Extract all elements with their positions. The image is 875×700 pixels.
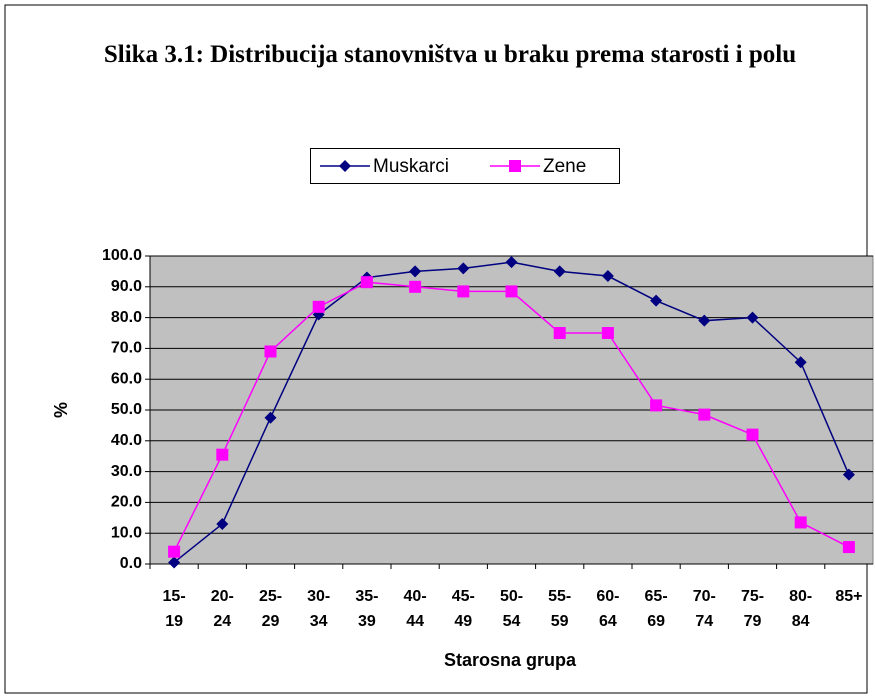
data-point <box>842 541 855 554</box>
data-point <box>794 516 807 529</box>
data-point <box>168 556 181 569</box>
y-axis-label: % <box>51 402 71 418</box>
y-tick-label: 100.0 <box>102 247 142 264</box>
data-point <box>457 285 470 298</box>
data-point <box>457 262 470 275</box>
data-point <box>553 327 566 339</box>
data-point <box>842 468 855 481</box>
legend-marker <box>509 160 521 172</box>
y-tick-label: 40.0 <box>111 432 142 449</box>
legend-marker <box>339 160 351 172</box>
x-tick-label: 15- 19 <box>162 588 186 630</box>
y-tick-label: 70.0 <box>111 340 142 357</box>
legend-label: Muskarci <box>373 156 449 177</box>
data-point <box>601 327 614 339</box>
legend-svg: Muskarci Zene <box>320 156 586 177</box>
data-point <box>553 265 566 278</box>
data-point <box>216 517 229 530</box>
data-point <box>409 280 422 293</box>
data-point <box>360 276 373 289</box>
data-point <box>505 256 518 269</box>
data-point <box>746 428 759 441</box>
x-tick-label: 65- 69 <box>644 588 668 630</box>
x-tick-label: 40- 44 <box>403 588 427 630</box>
chart-title: Slika 3.1: Distribucija stanovništva u b… <box>103 41 797 68</box>
data-point <box>601 270 614 283</box>
x-axis-label: Starosna grupa <box>443 650 577 670</box>
data-point <box>409 265 422 278</box>
data-point <box>698 314 711 327</box>
data-point <box>312 300 325 313</box>
x-tick-label: 30- 34 <box>307 588 331 630</box>
y-tick-label: 80.0 <box>111 309 142 326</box>
y-tick-label: 30.0 <box>111 463 142 480</box>
x-tick-label: 70- 74 <box>692 588 716 630</box>
data-point <box>698 408 711 421</box>
data-point <box>168 545 181 558</box>
x-tick-label: 85+ <box>835 588 863 605</box>
data-point <box>216 448 229 461</box>
y-tick-label: 50.0 <box>111 401 142 418</box>
y-tick-label: 90.0 <box>111 278 142 295</box>
x-tick-label: 75- 79 <box>740 588 765 630</box>
data-point <box>650 399 663 412</box>
data-point <box>264 345 277 358</box>
data-point <box>746 311 759 324</box>
data-point <box>650 294 663 307</box>
x-tick-label: 50- 54 <box>499 588 524 630</box>
data-point <box>264 411 277 424</box>
y-tick-label: 0.0 <box>120 555 142 572</box>
y-tick-label: 60.0 <box>111 370 142 387</box>
x-tick-label: 60- 64 <box>596 588 620 630</box>
x-tick-label: 45- 49 <box>451 588 475 630</box>
x-tick-label: 20- 24 <box>210 588 234 630</box>
x-tick-label: 80- 84 <box>789 588 813 630</box>
data-point <box>794 356 807 369</box>
y-tick-label: 10.0 <box>111 524 142 541</box>
x-tick-label: 55- 59 <box>548 588 572 630</box>
x-tick-label: 25- 29 <box>258 588 283 630</box>
y-tick-label: 20.0 <box>111 494 142 511</box>
x-tick-label: 35- 39 <box>355 588 379 630</box>
legend-label: Zene <box>543 156 586 177</box>
legend: Muskarci Zene <box>310 148 620 184</box>
data-point <box>505 285 518 298</box>
